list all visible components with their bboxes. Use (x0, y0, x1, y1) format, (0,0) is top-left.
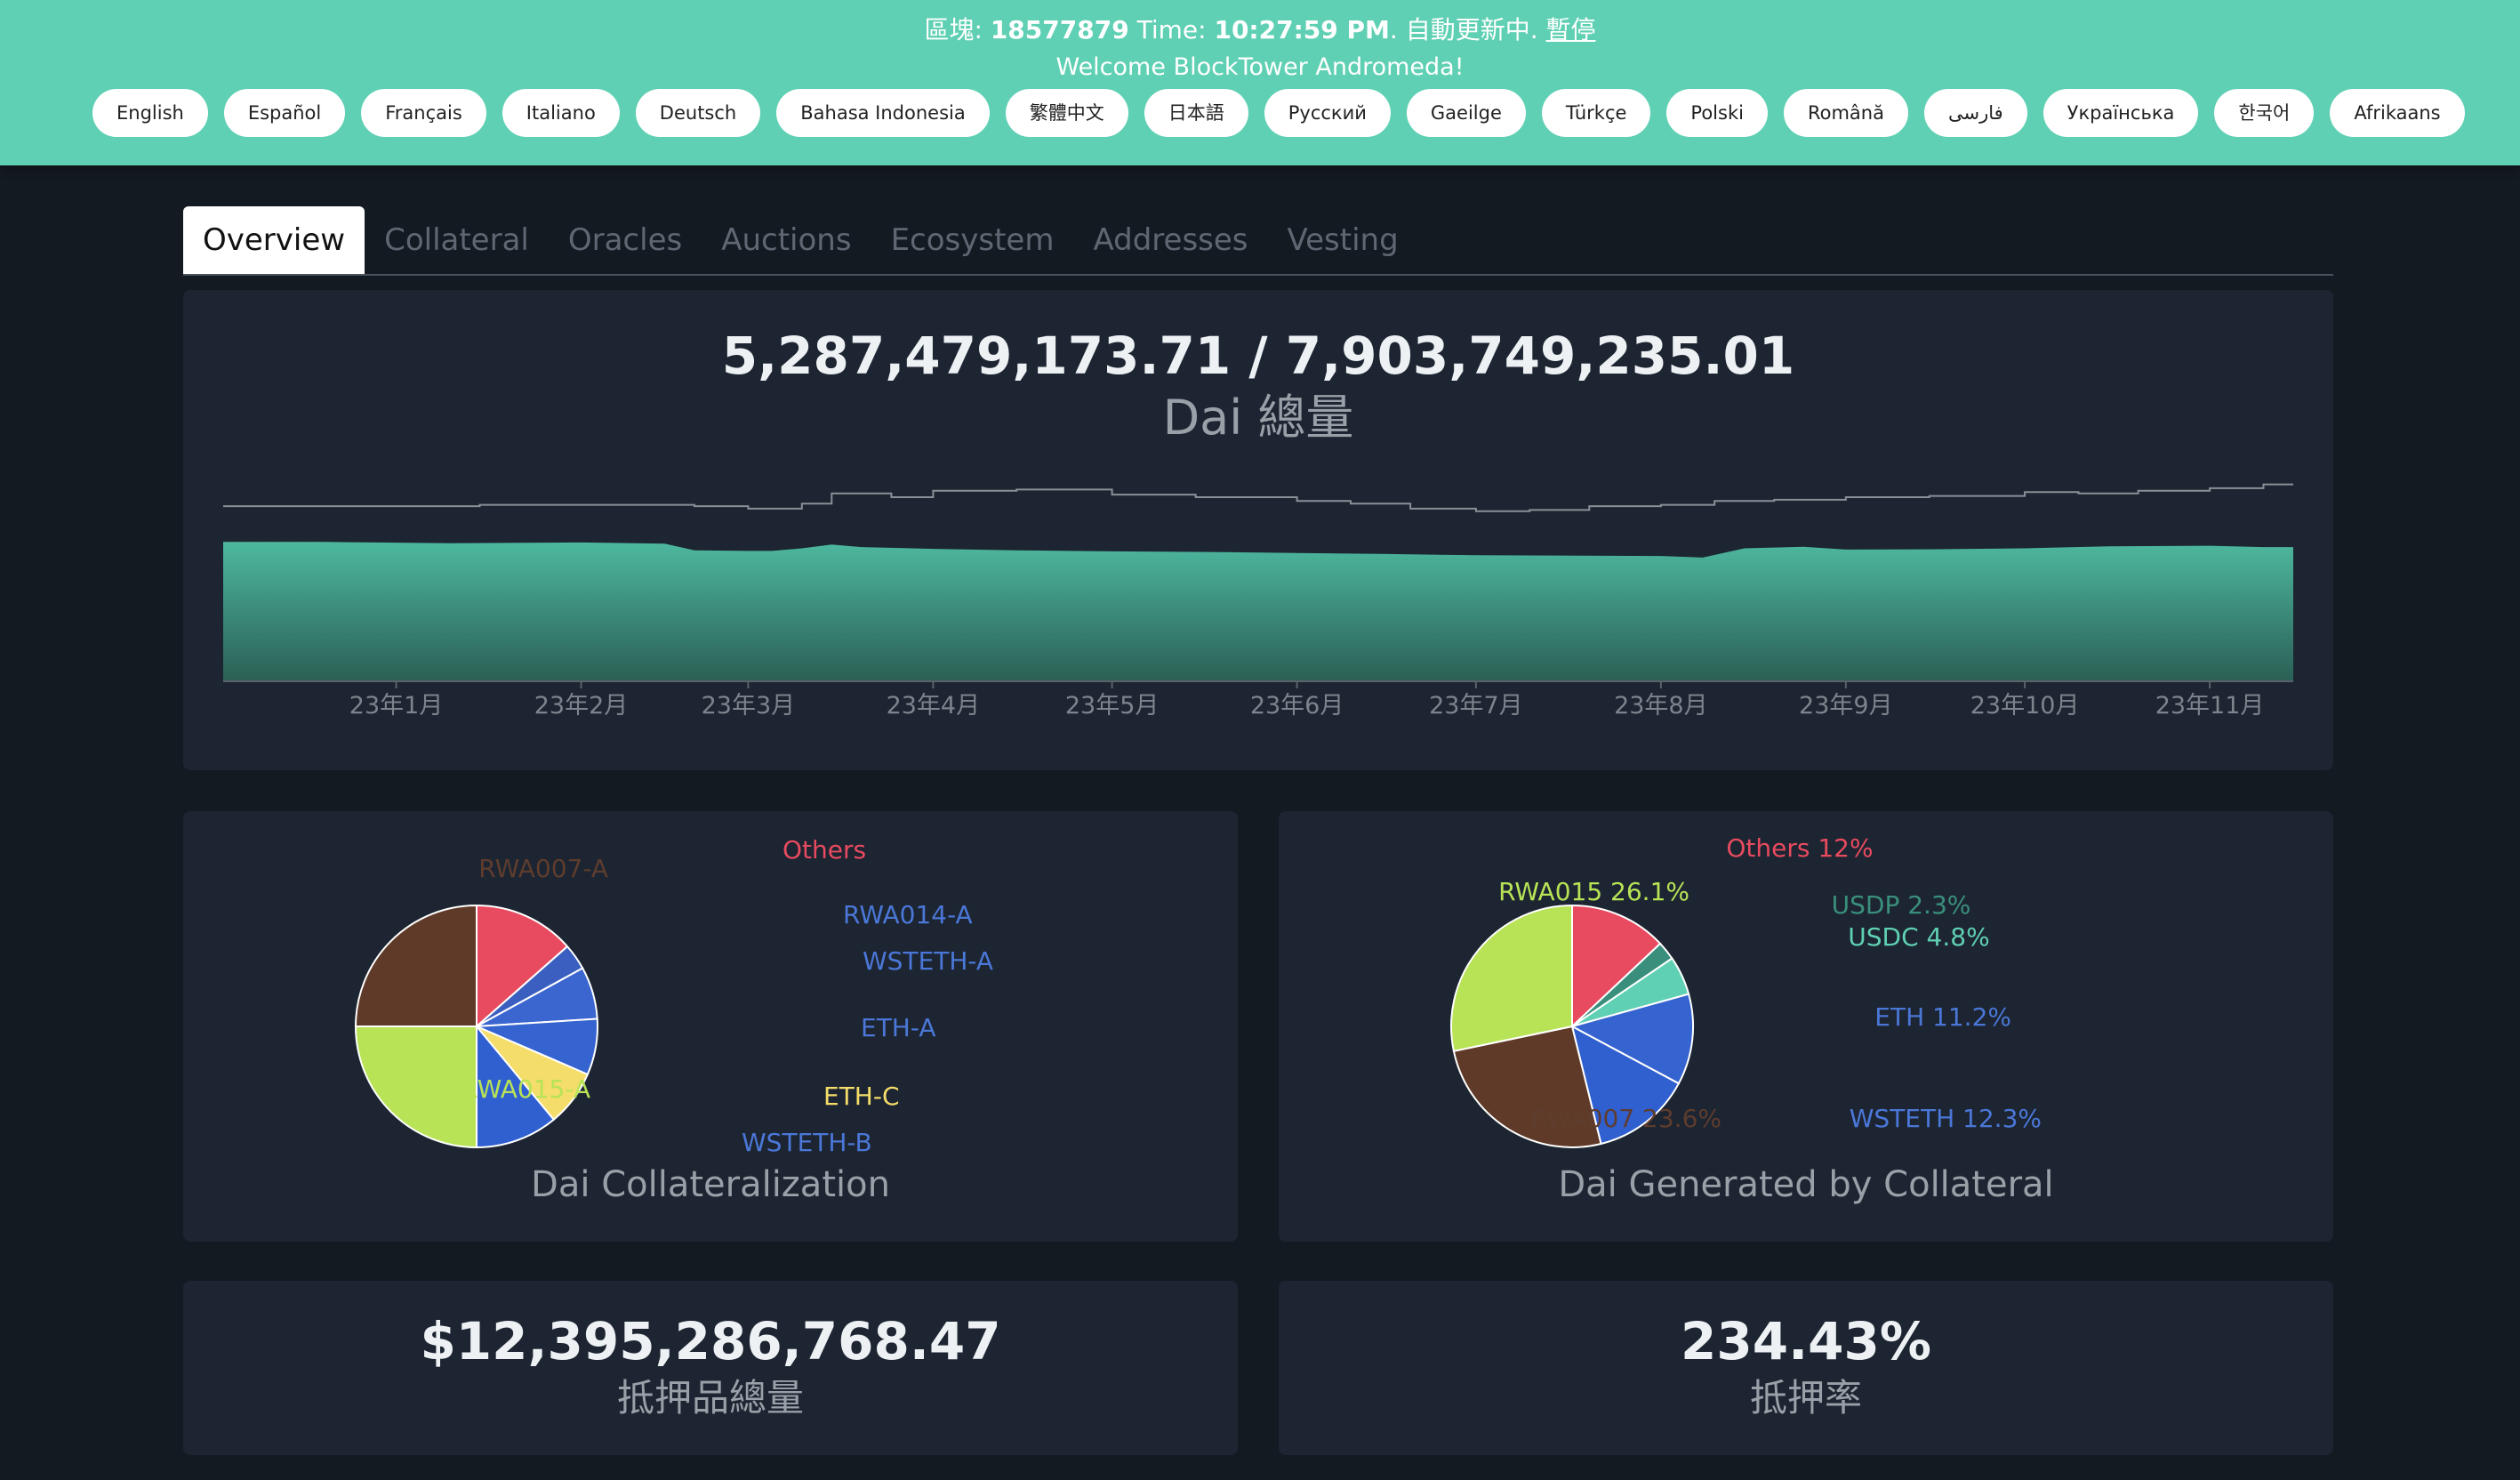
block-status: 區塊: 18577879 Time: 10:27:59 PM. 自動更新中. 暫… (0, 12, 2520, 48)
collateralization-card: Others RWA014-A WSTETH-A ETH-A ETH-C WSTETH-B… (183, 811, 1238, 1242)
generated-pie-chart: Others 12% USDP 2.3%USDC 4.8% ETH 11.2% WST… (1450, 833, 2042, 1148)
total-collateral-value: $12,395,286,768.47 (420, 1311, 1001, 1371)
tab-addresses[interactable]: Addresses (1093, 222, 1248, 258)
pie-slice[interactable] (1571, 904, 1662, 1029)
language-selector: English Español Français Italiano Deutsch Bah… (92, 89, 2465, 137)
x-tick-label: 23年9月 (1799, 692, 1893, 720)
collateral-ratio-label: 抵押率 (1749, 1376, 1862, 1420)
pie-slice[interactable] (1452, 1025, 1602, 1148)
block-number: 18577879 (990, 15, 1129, 44)
pie-label: USDC 4.8% (1848, 922, 1989, 952)
language-button[interactable]: English (92, 89, 208, 137)
pie-label: RWA014-A (843, 900, 973, 929)
pie-label: Others 12% (1726, 833, 1873, 863)
pie-label: WSTETH-B (742, 1128, 872, 1157)
dai-supply-chart: 23年1月 23年2月 23年3月 23年4月 23年5月 23年6月 23年7月 23年8月… (223, 483, 2293, 720)
language-button[interactable]: Русский (1264, 89, 1391, 137)
x-tick-label: 23年6月 (1250, 692, 1344, 720)
pie-label: ETH-A (861, 1013, 936, 1042)
total-collateral-card: $12,395,286,768.47 抵押品總量 (183, 1281, 1238, 1455)
pie-slice[interactable] (476, 1024, 556, 1149)
language-button[interactable]: Polski (1666, 89, 1768, 137)
pie-slice[interactable] (1570, 1025, 1681, 1146)
tab-auctions[interactable]: Auctions (721, 222, 852, 258)
collateral-ratio-card: 234.43% 抵押率 (1279, 1281, 2333, 1455)
tab-oracles[interactable]: Oracles (567, 222, 683, 258)
pie-slice[interactable] (476, 904, 569, 1029)
welcome-message: Welcome BlockTower Andromeda! (1055, 53, 1465, 81)
pie-slice[interactable] (1569, 993, 1695, 1085)
language-button[interactable]: 日本語 (1144, 89, 1248, 137)
pie-label: RWA015 26.1% (1498, 877, 1689, 906)
language-button[interactable]: Română (1783, 89, 1908, 137)
x-tick-label: 23年11月 (2155, 692, 2265, 720)
tab-overview[interactable]: Overview (183, 206, 365, 274)
pie-label: RWA007 23.6% (1530, 1104, 1721, 1133)
time-label: Time: (1136, 15, 1207, 44)
language-button[interactable]: فارسی (1923, 89, 2027, 137)
generated-card: Others 12% USDP 2.3% USDC 4.8% ETH 11.2% WST… (1279, 811, 2333, 1242)
language-button[interactable]: Français (361, 89, 486, 137)
pause-link[interactable]: 暫停 (1545, 15, 1596, 44)
tab-ecosystem[interactable]: Ecosystem (890, 222, 1055, 258)
pie-label: WSTETH 12.3% (1850, 1104, 2042, 1133)
dai-ceiling-line (223, 483, 2293, 512)
tab-collateral[interactable]: Collateral (384, 222, 529, 258)
x-tick-label: 23年1月 (349, 692, 444, 720)
collateralization-label: Dai Collateralization (531, 1164, 890, 1205)
x-tick-label: 23年8月 (1614, 692, 1708, 720)
language-button[interactable]: 繁體中文 (1005, 89, 1128, 137)
pie-slice[interactable] (1450, 904, 1573, 1052)
dai-supply-area (223, 542, 2293, 681)
language-button[interactable]: Bahasa Indonesia (776, 89, 990, 137)
language-button[interactable]: Українська (2042, 89, 2199, 137)
top-banner: 區塊: 18577879 Time: 10:27:59 PM. 自動更新中. 暫… (0, 0, 2520, 165)
x-tick-label: 23年4月 (887, 692, 981, 720)
x-tick-label: 23年7月 (1429, 692, 1523, 720)
pie-label: ETH-C (823, 1082, 900, 1111)
collateralization-pie-chart: Others RWA014-A WSTETH-A ETH-A ETH-C WSTETH-B… (354, 835, 993, 1157)
language-button[interactable]: 한국어 (2214, 89, 2315, 137)
block-label: 區塊: (924, 15, 983, 44)
language-button[interactable]: Afrikaans (2330, 89, 2465, 137)
pie-label: USDP 2.3% (1832, 890, 1971, 920)
time-value: 10:27:59 PM (1214, 15, 1390, 44)
tab-vesting[interactable]: Vesting (1287, 222, 1399, 258)
x-tick-label: 23年3月 (702, 692, 796, 720)
language-button[interactable]: Deutsch (635, 89, 761, 137)
dai-supply-value: 5,287,479,173.71 / 7,903,749,235.01 (721, 326, 1795, 386)
x-tick-label: 23年5月 (1065, 692, 1160, 720)
generated-label: Dai Generated by Collateral (1558, 1164, 2054, 1205)
pie-label: RWA015-A (461, 1074, 590, 1104)
pie-label: ETH 11.2% (1874, 1002, 2011, 1032)
main-tabs: Overview Collateral Oracles Auctions Ecosyst… (183, 206, 2333, 276)
dai-supply-card: 5,287,479,173.71 / 7,903,749,235.01 Dai … (183, 290, 2333, 770)
pie-label: WSTETH-A (863, 946, 993, 976)
x-tick-label: 23年10月 (1970, 692, 2080, 720)
language-button[interactable]: Italiano (502, 89, 620, 137)
pie-slice[interactable] (354, 904, 478, 1027)
pie-slice[interactable] (354, 1026, 478, 1149)
x-tick-label: 23年2月 (534, 692, 629, 720)
collateral-ratio-value: 234.43% (1681, 1311, 1931, 1371)
auto-update-text: . 自動更新中. (1389, 15, 1538, 44)
pie-label: RWA007-A (478, 854, 608, 883)
language-button[interactable]: Español (223, 89, 346, 137)
dai-supply-label: Dai 總量 (1162, 390, 1354, 446)
total-collateral-label: 抵押品總量 (616, 1376, 804, 1420)
language-button[interactable]: Gaeilge (1406, 89, 1526, 137)
pie-label: Others (782, 835, 866, 865)
language-button[interactable]: Türkçe (1541, 89, 1651, 137)
